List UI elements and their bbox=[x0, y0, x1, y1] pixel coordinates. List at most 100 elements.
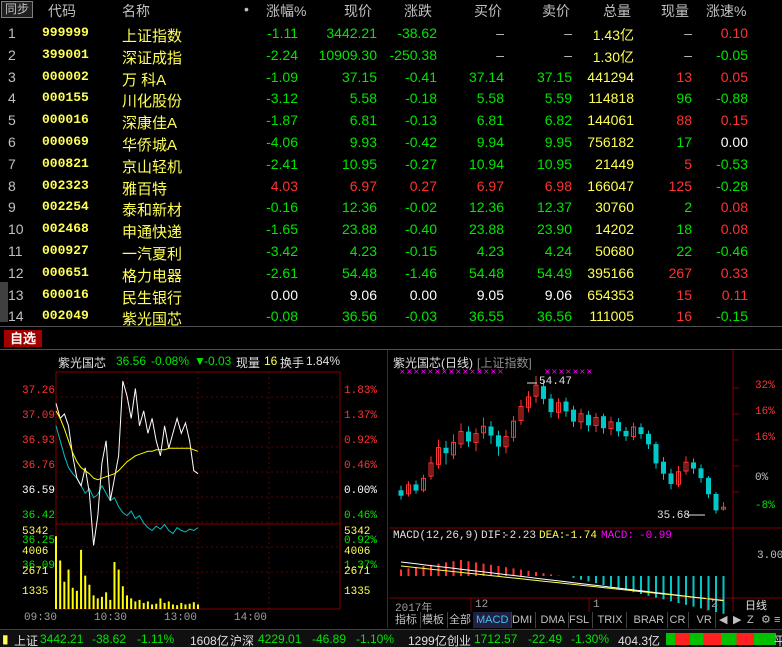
change: -0.03 bbox=[405, 308, 437, 325]
status-sz-price: 4229.01 bbox=[258, 632, 302, 646]
gear-icon[interactable]: ⚙ bbox=[761, 614, 771, 626]
indicator-tab[interactable]: DMI bbox=[509, 612, 537, 628]
sync-button[interactable]: 同步 bbox=[1, 1, 33, 18]
nav-right-icon[interactable]: ▶ bbox=[733, 614, 742, 626]
dif-label: DIF: bbox=[481, 530, 508, 542]
bid-price: 6.97 bbox=[476, 177, 504, 194]
pct-change: -2.61 bbox=[266, 264, 298, 281]
tab-zixuan[interactable]: 自选 bbox=[4, 330, 43, 347]
zoom-icon[interactable]: Z bbox=[747, 614, 754, 626]
header-cur[interactable]: 现量 bbox=[661, 3, 689, 19]
indicator-tab[interactable]: 指标 bbox=[392, 612, 421, 628]
status-sz-label[interactable]: 沪深 bbox=[230, 634, 255, 647]
signal-marker: × bbox=[406, 367, 413, 376]
kline-pct-axis-label: 0% bbox=[755, 472, 769, 484]
total-volume: 756182 bbox=[587, 134, 634, 150]
header-spd[interactable]: 涨速% bbox=[706, 3, 747, 19]
table-row[interactable]: 13 600016 民生银行 0.00 9.06 0.00 9.05 9.06 654353 15… bbox=[0, 284, 782, 307]
table-row[interactable]: 4 000155 川化股份 -3.12 5.58 -0.18 5.58 5.59 114818 9… bbox=[0, 87, 782, 110]
table-row[interactable]: 11 000927 一汽夏利 -3.42 4.23 -0.15 4.23 4.24 50680 2… bbox=[0, 240, 782, 263]
candle-body bbox=[541, 386, 546, 399]
macd-value: -0.99 bbox=[639, 530, 673, 542]
table-row[interactable]: 5 000016 深康佳A -1.87 6.81 -0.13 6.81 6.82 144061 8… bbox=[0, 109, 782, 132]
price: 54.48 bbox=[341, 264, 377, 281]
indicator-tab[interactable]: VR bbox=[694, 612, 716, 628]
indicator-tab[interactable]: BRAR bbox=[631, 612, 669, 628]
candle-body bbox=[571, 409, 576, 422]
candle-body bbox=[556, 402, 561, 413]
kline-chart-panel[interactable]: 紫光国芯(日线) [上证指数] × × × × × × × × × × × × × × × × × × × × × × 3… bbox=[389, 350, 782, 628]
status-sh-label[interactable]: 上证 bbox=[14, 634, 39, 647]
macd-label: MACD(12,26,9) bbox=[393, 530, 479, 542]
price: 10.95 bbox=[341, 155, 377, 172]
change: -0.41 bbox=[405, 68, 437, 85]
header-price[interactable]: 现价 bbox=[344, 3, 372, 19]
menu-icon[interactable]: ≡ bbox=[774, 614, 781, 626]
stock-code: 999999 bbox=[42, 25, 89, 40]
pct-axis-label: 1.37% bbox=[344, 410, 378, 423]
signal-marker: × bbox=[579, 367, 586, 376]
candle-body bbox=[668, 473, 674, 484]
status-sh-pct: -1.11% bbox=[137, 632, 175, 646]
header-chg[interactable]: 涨跌 bbox=[404, 3, 432, 19]
table-row[interactable]: 8 002323 雅百特 4.03 6.97 0.27 6.97 6.98 166047 125 -… bbox=[0, 175, 782, 198]
indicator-tab[interactable]: 模板 bbox=[419, 612, 448, 628]
intraday-pct: -0.08% bbox=[151, 354, 190, 368]
status-cy-label[interactable]: 创业 bbox=[447, 634, 472, 647]
candle-body bbox=[661, 461, 666, 474]
pct-axis-label: 0.46% bbox=[344, 460, 378, 473]
change: -1.46 bbox=[405, 264, 437, 281]
indicator-tab[interactable]: FSL bbox=[566, 612, 594, 628]
stock-name: 民生银行 bbox=[122, 289, 183, 307]
row-index: 7 bbox=[8, 155, 16, 172]
indicator-tab[interactable]: CR bbox=[667, 612, 690, 628]
table-row[interactable]: 14 002049 紫光国芯 -0.08 36.56 -0.03 36.55 36.56 111… bbox=[0, 305, 782, 329]
header-bid[interactable]: 买价 bbox=[474, 3, 502, 19]
indicator-tab[interactable]: TRIX bbox=[595, 612, 627, 628]
volume-axis-label: 5342 bbox=[344, 526, 371, 538]
stock-code: 002468 bbox=[42, 221, 89, 237]
current-volume: 267 bbox=[668, 264, 692, 281]
candle-body bbox=[601, 416, 606, 429]
table-row[interactable]: 12 000651 格力电器 -2.61 54.48 -1.46 54.48 54.49 395… bbox=[0, 262, 782, 285]
price: 23.88 bbox=[341, 221, 377, 238]
intraday-stock-name: 紫光国芯 bbox=[58, 356, 107, 370]
stock-name: 万 科A bbox=[122, 71, 167, 89]
watchlist-tab-bar: 自选 bbox=[0, 326, 782, 350]
table-row[interactable]: 9 002254 泰和新材 -0.16 12.36 -0.02 12.36 12.37 3076… bbox=[0, 196, 782, 219]
stock-code: 000927 bbox=[42, 243, 89, 258]
nav-left-icon[interactable]: ◀ bbox=[719, 614, 728, 626]
speed: 0.15 bbox=[720, 112, 748, 129]
table-row[interactable]: 1 999999 上证指数 -1.11 3442.21 -38.62 – – 1.43亿 – 0.1… bbox=[0, 22, 782, 45]
current-volume: 96 bbox=[676, 90, 692, 107]
header-ask[interactable]: 卖价 bbox=[542, 3, 570, 19]
table-row[interactable]: 7 000821 京山轻机 -2.41 10.95 -0.27 10.94 10.95 2144… bbox=[0, 153, 782, 176]
dea-value: -1.74 bbox=[564, 530, 598, 542]
header-name[interactable]: 名称 bbox=[122, 3, 150, 19]
candle-body bbox=[451, 441, 456, 456]
header-pct[interactable]: 涨幅% bbox=[266, 3, 307, 19]
change: -0.42 bbox=[405, 134, 437, 150]
header-code[interactable]: 代码 bbox=[48, 3, 76, 19]
signal-marker: × bbox=[572, 367, 579, 376]
bid-price: – bbox=[496, 46, 504, 63]
current-volume: 15 bbox=[676, 286, 692, 303]
side-collapse-handle[interactable] bbox=[0, 282, 8, 322]
table-row[interactable]: 6 000069 华侨城A -4.06 9.93 -0.42 9.94 9.95 756182 1… bbox=[0, 131, 782, 154]
total-volume: 14202 bbox=[595, 221, 634, 238]
intraday-chart-panel[interactable]: 紫光国芯 36.56 -0.08% ▼ -0.03 现量 16 换手 1.84%… bbox=[0, 350, 388, 628]
table-row[interactable]: 2 399001 深证成指 -2.24 10909.30 -250.38 – – 1.30亿 – -… bbox=[0, 44, 782, 67]
table-row[interactable]: 3 000002 万 科A -1.09 37.15 -0.41 37.14 37.15 4412… bbox=[0, 66, 782, 89]
header-vol[interactable]: 总量 bbox=[603, 3, 631, 19]
indicator-tab[interactable]: MACD bbox=[473, 612, 513, 628]
indicator-tab[interactable]: DMA bbox=[538, 612, 569, 628]
stock-code: 000821 bbox=[42, 155, 89, 171]
indicator-tab[interactable]: 全部 bbox=[446, 612, 475, 628]
table-row[interactable]: 10 002468 申通快递 -1.65 23.88 -0.40 23.88 23.90 142… bbox=[0, 218, 782, 241]
row-index: 9 bbox=[8, 199, 16, 216]
stock-code: 002049 bbox=[42, 308, 89, 324]
kline-index-label[interactable]: [上证指数] bbox=[477, 356, 532, 370]
stock-code: 002323 bbox=[42, 177, 89, 193]
speed: -0.53 bbox=[716, 155, 748, 172]
row-index: 2 bbox=[8, 46, 16, 63]
